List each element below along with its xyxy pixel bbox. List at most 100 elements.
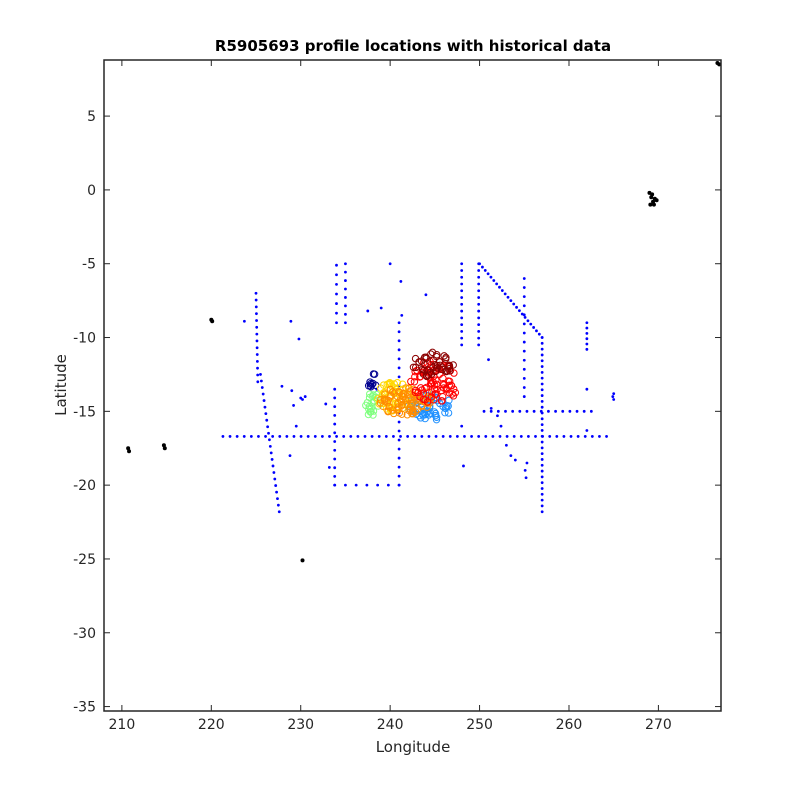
historical-point	[301, 398, 304, 401]
historical-point	[344, 262, 347, 266]
historical-point	[540, 481, 544, 485]
historical-point	[254, 298, 258, 302]
historical-point	[612, 392, 616, 396]
historical-point	[399, 435, 402, 438]
historical-point	[492, 279, 496, 282]
historical-point	[278, 435, 282, 438]
historical-point	[522, 295, 526, 299]
historical-point	[354, 483, 358, 487]
historical-point	[509, 299, 513, 303]
historical-point	[511, 409, 515, 413]
historical-point	[276, 503, 280, 507]
historical-point	[522, 349, 526, 353]
historical-point	[255, 312, 258, 316]
historical-point	[255, 319, 258, 322]
historical-point	[275, 490, 278, 494]
plot-area	[126, 60, 722, 563]
land-point	[650, 192, 655, 197]
historical-point	[256, 366, 259, 370]
historical-point	[540, 434, 544, 438]
historical-point	[265, 418, 269, 422]
historical-point	[303, 395, 307, 398]
historical-series	[221, 262, 616, 514]
historical-point	[448, 435, 452, 438]
x-tick-label: 230	[287, 717, 314, 733]
profile-point	[448, 390, 456, 398]
historical-point	[294, 424, 298, 428]
historical-point	[548, 435, 552, 438]
historical-point	[496, 414, 499, 418]
x-tick-label: 270	[645, 717, 672, 733]
historical-point	[455, 435, 459, 438]
profile-point	[390, 389, 398, 397]
historical-point	[290, 389, 294, 393]
historical-point	[504, 443, 508, 447]
profile-point	[395, 388, 403, 396]
historical-point	[522, 277, 526, 280]
land-point	[162, 446, 167, 451]
historical-point	[540, 359, 544, 363]
historical-point	[460, 316, 464, 320]
profile-point	[423, 366, 431, 374]
historical-point	[506, 295, 510, 299]
historical-point	[335, 292, 338, 296]
land-point	[209, 317, 214, 322]
profile-point	[445, 361, 454, 370]
historical-point	[306, 435, 310, 438]
historical-point	[261, 392, 265, 396]
profile-point	[437, 386, 446, 395]
historical-point	[522, 331, 526, 335]
historical-point	[522, 340, 526, 344]
historical-point	[489, 409, 493, 413]
land-series	[126, 60, 722, 563]
profile-point	[418, 365, 427, 374]
profile-point	[403, 411, 412, 419]
historical-point	[491, 435, 495, 438]
historical-point	[540, 399, 544, 403]
historical-point	[598, 435, 601, 438]
historical-point	[585, 321, 589, 325]
profile-point	[428, 348, 437, 357]
y-tick-label: -10	[73, 331, 96, 347]
historical-point	[397, 375, 401, 379]
x-axis-label: Longitude	[376, 738, 451, 756]
historical-point	[522, 386, 526, 389]
historical-point	[257, 435, 260, 438]
historical-point	[540, 382, 544, 386]
historical-point	[477, 329, 481, 333]
historical-point	[477, 336, 481, 340]
historical-point	[266, 425, 270, 429]
historical-point	[264, 412, 268, 416]
historical-point	[397, 483, 401, 487]
historical-point	[513, 458, 517, 462]
historical-point	[498, 435, 502, 438]
historical-point	[568, 409, 572, 413]
historical-point	[477, 316, 481, 320]
profile-point	[400, 389, 408, 398]
historical-point	[344, 321, 347, 325]
historical-point	[540, 417, 544, 421]
historical-point	[482, 409, 486, 413]
historical-point	[460, 329, 464, 333]
historical-point	[386, 483, 390, 487]
historical-point	[324, 402, 328, 406]
profile-point	[395, 405, 403, 414]
profile-point	[367, 407, 375, 416]
profile-point	[408, 406, 417, 415]
profile-series	[362, 348, 460, 424]
historical-point	[483, 269, 487, 272]
historical-point	[589, 409, 593, 413]
historical-point	[342, 435, 346, 438]
historical-point	[397, 456, 401, 460]
profile-point	[411, 388, 419, 396]
historical-point	[585, 347, 589, 351]
historical-point	[335, 263, 338, 267]
profile-point	[369, 370, 378, 378]
historical-point	[547, 409, 550, 413]
historical-point	[540, 475, 544, 479]
historical-point	[460, 424, 464, 428]
historical-point	[397, 438, 401, 442]
historical-point	[517, 309, 521, 313]
historical-point	[228, 435, 232, 438]
profile-point	[419, 411, 427, 419]
